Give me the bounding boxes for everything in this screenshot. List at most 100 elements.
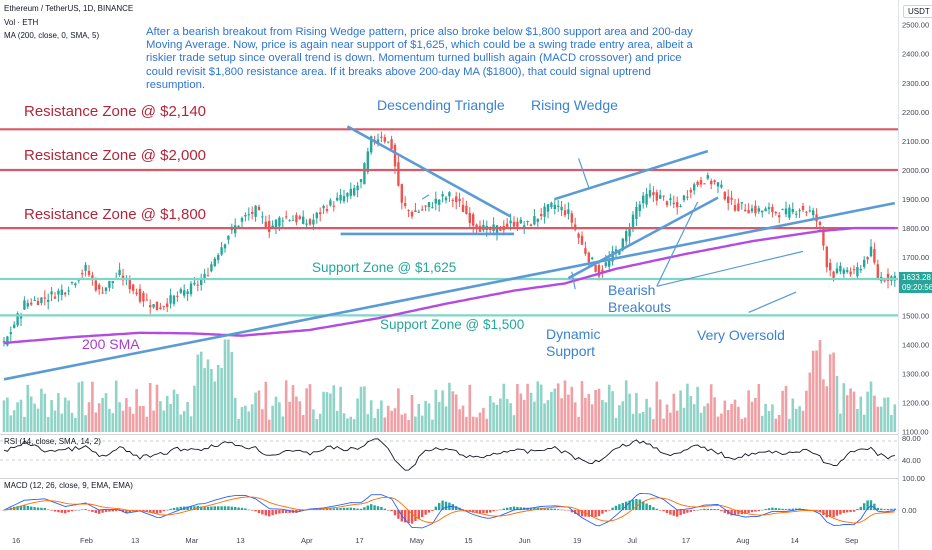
macd-histogram-bar [567, 510, 570, 511]
candle-body [846, 269, 849, 272]
macd-histogram-bar [608, 510, 611, 511]
macd-histogram-bar [94, 510, 97, 513]
volume-bar [284, 380, 288, 432]
candle-body [172, 295, 176, 304]
candle-body [587, 252, 590, 263]
volume-bar [356, 398, 359, 432]
macd-histogram-bar [118, 510, 121, 512]
candle-body [635, 206, 638, 220]
volume-bar [80, 381, 84, 432]
volume-bar [247, 411, 251, 432]
candle-body [645, 193, 648, 205]
volume-bar [784, 385, 788, 432]
macd-histogram-bar [108, 510, 111, 512]
macd-histogram-bar [533, 507, 536, 510]
bar-countdown: 09:20:56 [899, 282, 932, 293]
macd-histogram-bar [767, 508, 771, 510]
volume-bar [658, 399, 662, 432]
rsi-pane: 80.00 40.00 [0, 434, 921, 471]
volume-bar [437, 401, 441, 432]
volume-bar [767, 411, 771, 432]
candle-body [642, 195, 645, 204]
resistance-2140-label: Resistance Zone @ $2,140 [24, 103, 206, 120]
macd-histogram-bar [353, 508, 356, 510]
volume-bar [87, 402, 91, 432]
candle-body [689, 189, 692, 193]
macd-histogram-bar [271, 510, 274, 516]
candle-body [529, 224, 533, 226]
candle-body [159, 307, 162, 309]
volume-bar [203, 368, 206, 432]
candle-body [254, 205, 257, 217]
price-tick-label: 2500.00 [902, 21, 929, 30]
candle-body [427, 202, 431, 207]
macd-histogram-bar [210, 506, 213, 510]
volume-bar [522, 400, 526, 432]
candle-body [325, 209, 329, 211]
volume-bar [414, 416, 417, 432]
macd-histogram-bar [84, 509, 87, 510]
macd-histogram-bar [570, 510, 573, 513]
candle-body [295, 215, 298, 223]
candle-body [315, 212, 318, 219]
time-tick-label: 16 [12, 536, 20, 545]
macd-histogram-bar [563, 510, 567, 511]
volume-bar [835, 375, 839, 432]
volume-bar [526, 383, 529, 432]
currency-selector[interactable]: USDT [903, 5, 932, 18]
macd-histogram-bar [104, 510, 108, 512]
very-oversold-arrow [748, 291, 797, 313]
candle-body [223, 244, 227, 249]
volume-bar [128, 406, 132, 432]
macd-histogram-bar [655, 508, 658, 510]
candle-body [77, 279, 80, 281]
candle-body [533, 216, 536, 225]
volume-bar [278, 402, 281, 432]
candle-body [9, 332, 12, 335]
candle-body [217, 255, 220, 260]
macd-histogram-bar [91, 510, 94, 512]
resistance-2000-label: Resistance Zone @ $2,000 [24, 147, 206, 164]
volume-bar [570, 386, 574, 432]
macd-histogram-bar [499, 509, 502, 511]
rsi-label: RSI (14, close, SMA, 14, 2) [4, 437, 101, 446]
volume-bar [692, 404, 696, 432]
candle-body [631, 214, 635, 230]
candle-body [312, 219, 315, 225]
candle-body [81, 273, 84, 275]
volume-bar [138, 405, 142, 432]
volume-bar [512, 415, 516, 432]
macd-histogram-bar [553, 508, 556, 510]
macd-histogram-bar [227, 506, 230, 510]
macd-histogram-bar [81, 509, 84, 511]
candle-body [713, 180, 716, 182]
volume-bar [366, 414, 370, 432]
macd-histogram-bar [706, 508, 709, 510]
candle-body [560, 206, 563, 211]
candle-body [553, 204, 556, 209]
candle-body [87, 270, 91, 276]
volume-bar [397, 388, 400, 432]
macd-histogram-bar [2, 510, 6, 511]
candle-body [580, 235, 584, 245]
candle-body [863, 259, 866, 267]
volume-bar [172, 389, 176, 432]
macd-histogram-bar [509, 507, 512, 510]
volume-bar [815, 350, 818, 432]
volume-bar [696, 386, 699, 432]
candle-body [842, 269, 845, 274]
candle-body [652, 192, 655, 196]
candle-body [822, 229, 825, 246]
volume-bar [448, 382, 451, 432]
macd-histogram-bar [176, 507, 179, 510]
macd-histogram-bar [788, 508, 791, 510]
candle-body [778, 215, 781, 218]
candle-body [723, 192, 726, 200]
candle-body [285, 216, 288, 218]
price-tick-label: 1400.00 [902, 340, 929, 349]
volume-bar [808, 372, 812, 432]
candle-body [458, 198, 461, 202]
volume-bar [682, 407, 686, 432]
macd-histogram-bar [451, 504, 454, 510]
volume-bar [264, 381, 268, 432]
